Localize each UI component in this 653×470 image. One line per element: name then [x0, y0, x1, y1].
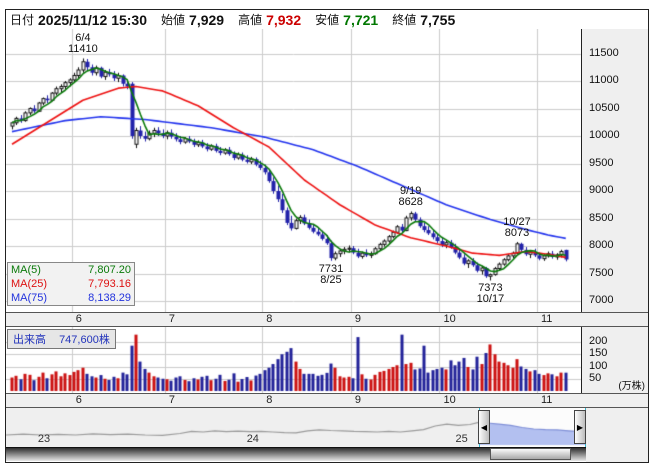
month-label: 7	[168, 313, 175, 325]
quote-header: 日付 2025/11/12 15:30 始値 7,929 高値 7,932 安値…	[6, 10, 648, 30]
month-label: 6	[75, 313, 82, 325]
price-tick-label: 9500	[589, 156, 614, 169]
chart-widget: 日付 2025/11/12 15:30 始値 7,929 高値 7,932 安値…	[5, 9, 649, 463]
price-pane: 6/4 11410 9/19 8628 10/27 8073 7731 8/25 7373 10/…	[6, 29, 648, 312]
ma25-label: MA(25)	[11, 278, 48, 290]
price-tick-label: 10500	[589, 101, 620, 114]
month-label: 9	[354, 313, 362, 325]
scrollbar-right-filler	[586, 447, 648, 462]
volume-name: 出来高	[13, 334, 46, 346]
month-label: 10	[443, 394, 456, 406]
ma5-row: MA(5) 7,807.20	[11, 263, 131, 277]
nav-year-label: 24	[246, 433, 259, 445]
month-label: 6	[75, 394, 82, 406]
price-tick-label: 8500	[589, 211, 614, 224]
scrollbar-track[interactable]	[6, 447, 586, 461]
month-label: 8	[266, 313, 273, 325]
scrollbar	[6, 447, 648, 462]
ma25-row: MA(25) 7,793.16	[11, 277, 131, 291]
volume-tick-label: 200	[589, 335, 608, 347]
price-tick-label: 7000	[589, 294, 614, 306]
volume-unit-label: (万株)	[618, 381, 645, 392]
range-handle-left[interactable]: ◀	[478, 410, 490, 444]
date-label: 日付	[10, 13, 35, 27]
ma5-label: MA(5)	[11, 264, 41, 276]
nav-year-label: 23	[37, 433, 51, 445]
price-tick-label: 11500	[589, 46, 619, 59]
range-navigator[interactable]: ◀ ▶ 23 24 25	[6, 408, 648, 447]
high-label: 高値	[238, 13, 263, 27]
open-label: 始値	[161, 13, 186, 27]
ma25-value: 7,793.16	[88, 278, 131, 290]
scrollbar-thumb[interactable]	[490, 448, 571, 460]
volume-tick-label: 100	[589, 359, 608, 372]
month-label: 10	[443, 313, 456, 325]
navigator-canvas	[6, 408, 586, 447]
ma75-value: 8,138.29	[88, 292, 131, 304]
price-tick-label: 9000	[589, 184, 614, 196]
high-value: 7,932	[266, 11, 302, 28]
nav-year-label: 25	[455, 433, 468, 445]
month-axis-volume: 6 7 8 9 10 11	[6, 393, 648, 408]
volume-y-axis: (万株) 200 150 100 50	[581, 327, 648, 393]
ma-legend: MA(5) 7,807.20 MA(25) 7,793.16 MA(75) 8,…	[7, 262, 135, 306]
volume-readout: 出来高 747,600株	[7, 329, 116, 349]
low-label: 安値	[315, 13, 340, 27]
month-label: 11	[540, 394, 553, 406]
close-value: 7,755	[420, 11, 456, 28]
month-label: 8	[266, 394, 273, 406]
arrow-left-icon: ◀	[480, 422, 488, 432]
arrow-right-icon: ▶	[576, 422, 584, 432]
open-value: 7,929	[189, 11, 225, 28]
date-value: 2025/11/12 15:30	[38, 11, 148, 28]
ma75-label: MA(75)	[11, 292, 48, 304]
month-label: 9	[354, 394, 362, 406]
volume-pane: (万株) 200 150 100 50 出来高 747,600株	[6, 327, 648, 393]
low-value: 7,721	[343, 11, 379, 28]
price-tick-label: 8000	[589, 239, 614, 251]
month-label: 7	[168, 394, 175, 406]
close-label: 終値	[392, 13, 417, 27]
month-axis-price: 6 7 8 9 10 11	[6, 312, 648, 327]
ma75-row: MA(75) 8,138.29	[11, 291, 131, 305]
month-label: 11	[540, 313, 553, 325]
range-handle-right[interactable]: ▶	[574, 410, 586, 444]
volume-value: 747,600株	[59, 334, 110, 346]
price-tick-label: 10000	[589, 129, 620, 141]
volume-tick-label: 150	[589, 347, 608, 360]
ma5-value: 7,807.20	[88, 264, 131, 276]
price-tick-label: 11000	[589, 74, 619, 86]
price-y-axis: 7000 7500 8000 8500 9000 9500 10000 10500 11000 1…	[581, 29, 648, 312]
price-tick-label: 7500	[589, 266, 614, 279]
volume-tick-label: 50	[589, 371, 602, 384]
